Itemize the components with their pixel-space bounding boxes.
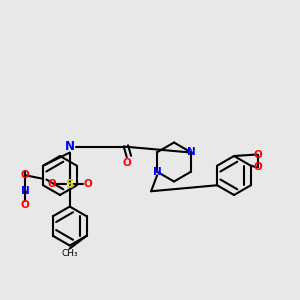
Text: O: O — [254, 149, 263, 160]
Text: N: N — [65, 140, 75, 153]
Text: O: O — [122, 158, 131, 168]
Text: O: O — [21, 170, 29, 181]
Text: O: O — [83, 179, 92, 189]
Text: N: N — [153, 167, 161, 177]
Text: CH₃: CH₃ — [61, 248, 78, 257]
Text: S: S — [65, 178, 74, 190]
Text: N: N — [187, 147, 195, 157]
Text: O: O — [21, 200, 29, 211]
Text: O: O — [47, 179, 56, 189]
Text: O: O — [254, 162, 263, 172]
Text: N: N — [21, 185, 29, 196]
